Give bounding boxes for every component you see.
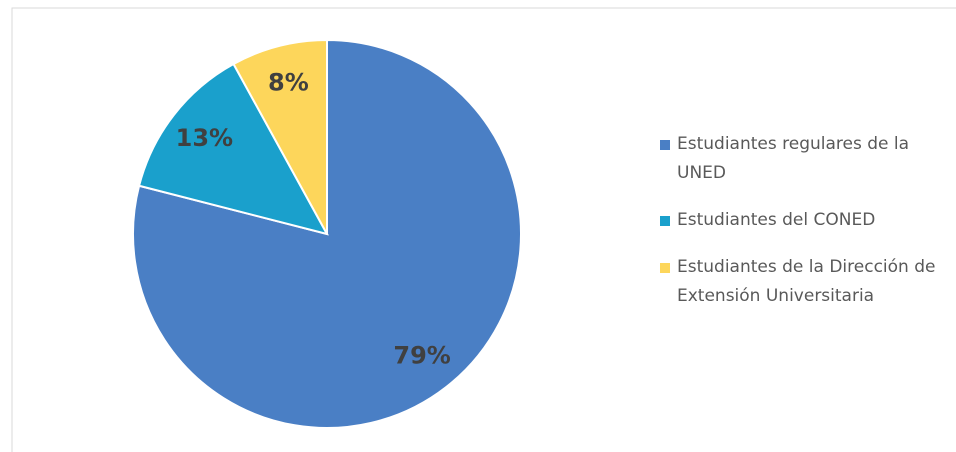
- pie-slice: [137, 62, 329, 236]
- pie-slice: [232, 38, 328, 235]
- legend-label: Estudiantes del CONED: [677, 210, 876, 230]
- chart-border: [11, 7, 956, 452]
- legend-swatch: [660, 140, 670, 150]
- legend-swatch: [660, 263, 670, 273]
- legend-entry: Estudiantes de la Dirección de Extensión…: [660, 253, 950, 311]
- legend-entry: Estudiantes regulares de la UNED: [660, 130, 950, 188]
- legend-swatch: [660, 216, 670, 226]
- data-label: 13%: [176, 124, 233, 152]
- data-label: 79%: [393, 342, 450, 370]
- pie-slice: [132, 38, 522, 429]
- legend: Estudiantes regulares de la UNED Estudian…: [660, 130, 950, 329]
- legend-label: Estudiantes de la Dirección de Extensión…: [677, 257, 936, 306]
- legend-label: Estudiantes regulares de la UNED: [677, 134, 910, 183]
- legend-entry: Estudiantes del CONED: [660, 206, 950, 235]
- data-label: 8%: [268, 69, 309, 97]
